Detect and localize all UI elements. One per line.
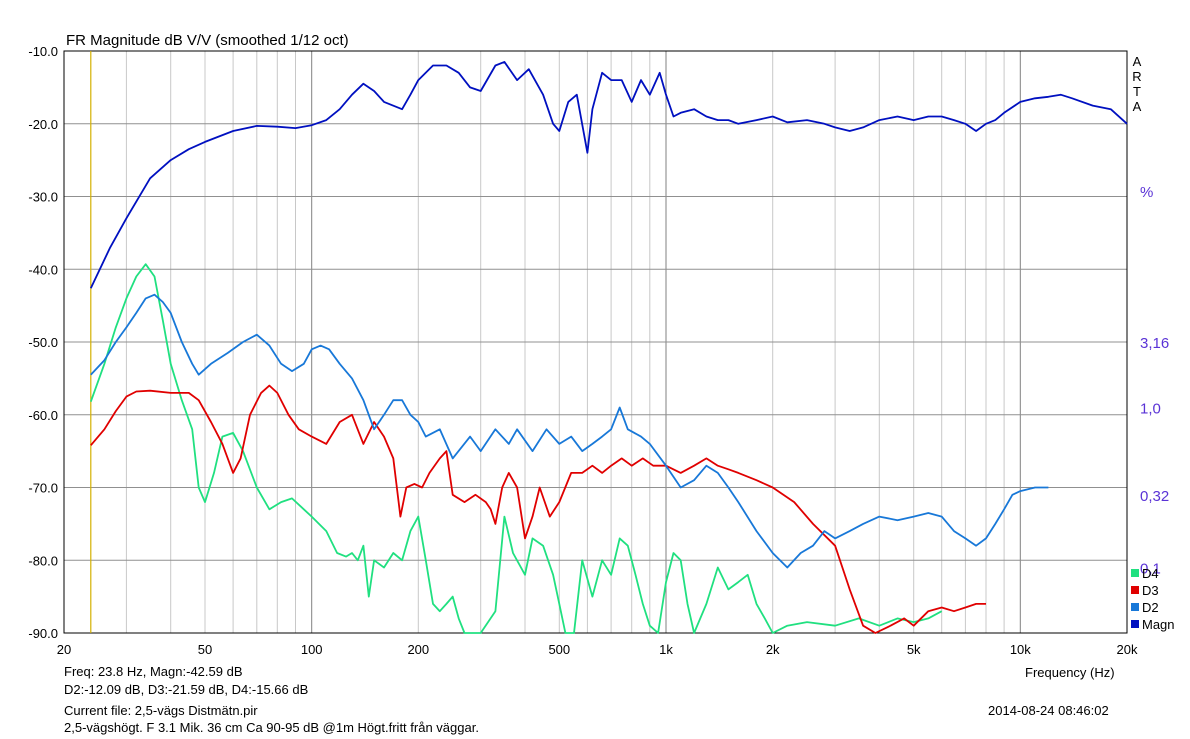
- right-axis-title: %: [1140, 184, 1153, 201]
- series-line-d4: [89, 263, 943, 634]
- brand-letter: R: [1132, 69, 1141, 84]
- right-axis-label: 0,32: [1140, 488, 1169, 505]
- y-axis-tick-labels: -10.0 -20.0 -30.0 -40.0 -50.0 -60.0 -70.0 -80.0…: [28, 44, 58, 641]
- series-lines: [89, 61, 1128, 634]
- x-tick-label: 20: [57, 642, 71, 657]
- right-axis-label: 0,1: [1140, 561, 1161, 578]
- legend-label-d2: D2: [1142, 600, 1159, 615]
- x-tick-label: 200: [407, 642, 429, 657]
- y-tick-label: -60.0: [28, 408, 58, 423]
- y-tick-label: -40.0: [28, 262, 58, 277]
- x-tick-label: 5k: [907, 642, 921, 657]
- brand-letter: A: [1133, 99, 1142, 114]
- timestamp: 2014-08-24 08:46:02: [988, 703, 1109, 718]
- legend-swatch-d3: [1131, 586, 1139, 594]
- y-tick-label: -70.0: [28, 481, 58, 496]
- legend-label-d4: D4: [1142, 566, 1159, 581]
- x-axis-tick-labels: 20 50 100 200 500 1k 2k 5k 10k 20k: [57, 642, 1138, 657]
- y-tick-label: -80.0: [28, 553, 58, 568]
- series-line-d3: [90, 384, 986, 634]
- y-tick-label: -50.0: [28, 335, 58, 350]
- y-tick-label: -20.0: [28, 117, 58, 132]
- current-file: Current file: 2,5-vägs Distmätn.pir: [64, 703, 258, 718]
- legend-swatch-d4: [1131, 569, 1139, 577]
- major-grid: [64, 50, 1127, 634]
- chart-title: FR Magnitude dB V/V (smoothed 1/12 oct): [66, 32, 349, 49]
- series-line-magn: [89, 61, 1128, 289]
- level-readout: D2:-12.09 dB, D3:-21.59 dB, D4:-15.66 dB: [64, 682, 309, 697]
- x-tick-label: 1k: [659, 642, 673, 657]
- legend-swatch-magn: [1131, 620, 1139, 628]
- x-axis-label: Frequency (Hz): [1025, 665, 1115, 680]
- right-axis-label: 1,0: [1140, 401, 1161, 418]
- legend-label-d3: D3: [1142, 583, 1159, 598]
- plot-frame: [63, 50, 1128, 634]
- y-tick-label: -90.0: [28, 626, 58, 641]
- right-axis-label: 3,16: [1140, 335, 1169, 352]
- legend-label-magn: Magn: [1142, 617, 1175, 632]
- x-tick-label: 20k: [1117, 642, 1138, 657]
- y-tick-label: -30.0: [28, 190, 58, 205]
- series-line-d2: [90, 293, 1049, 569]
- measurement-note: 2,5-vägshögt. F 3.1 Mik. 36 cm Ca 90-95 …: [64, 720, 479, 735]
- cursor-readout: Freq: 23.8 Hz, Magn:-42.59 dB: [64, 664, 243, 679]
- brand-letter: A: [1133, 54, 1142, 69]
- x-tick-label: 10k: [1010, 642, 1031, 657]
- x-tick-label: 2k: [766, 642, 780, 657]
- y-tick-label: -10.0: [28, 44, 58, 59]
- legend: D4 D3 D2 Magn: [1131, 566, 1175, 632]
- right-axis-labels: 3,16 1,0 0,32 0,1: [1140, 335, 1169, 578]
- x-tick-label: 500: [548, 642, 570, 657]
- x-tick-label: 50: [198, 642, 212, 657]
- x-tick-label: 100: [301, 642, 323, 657]
- brand-letter: T: [1133, 84, 1141, 99]
- legend-swatch-d2: [1131, 603, 1139, 611]
